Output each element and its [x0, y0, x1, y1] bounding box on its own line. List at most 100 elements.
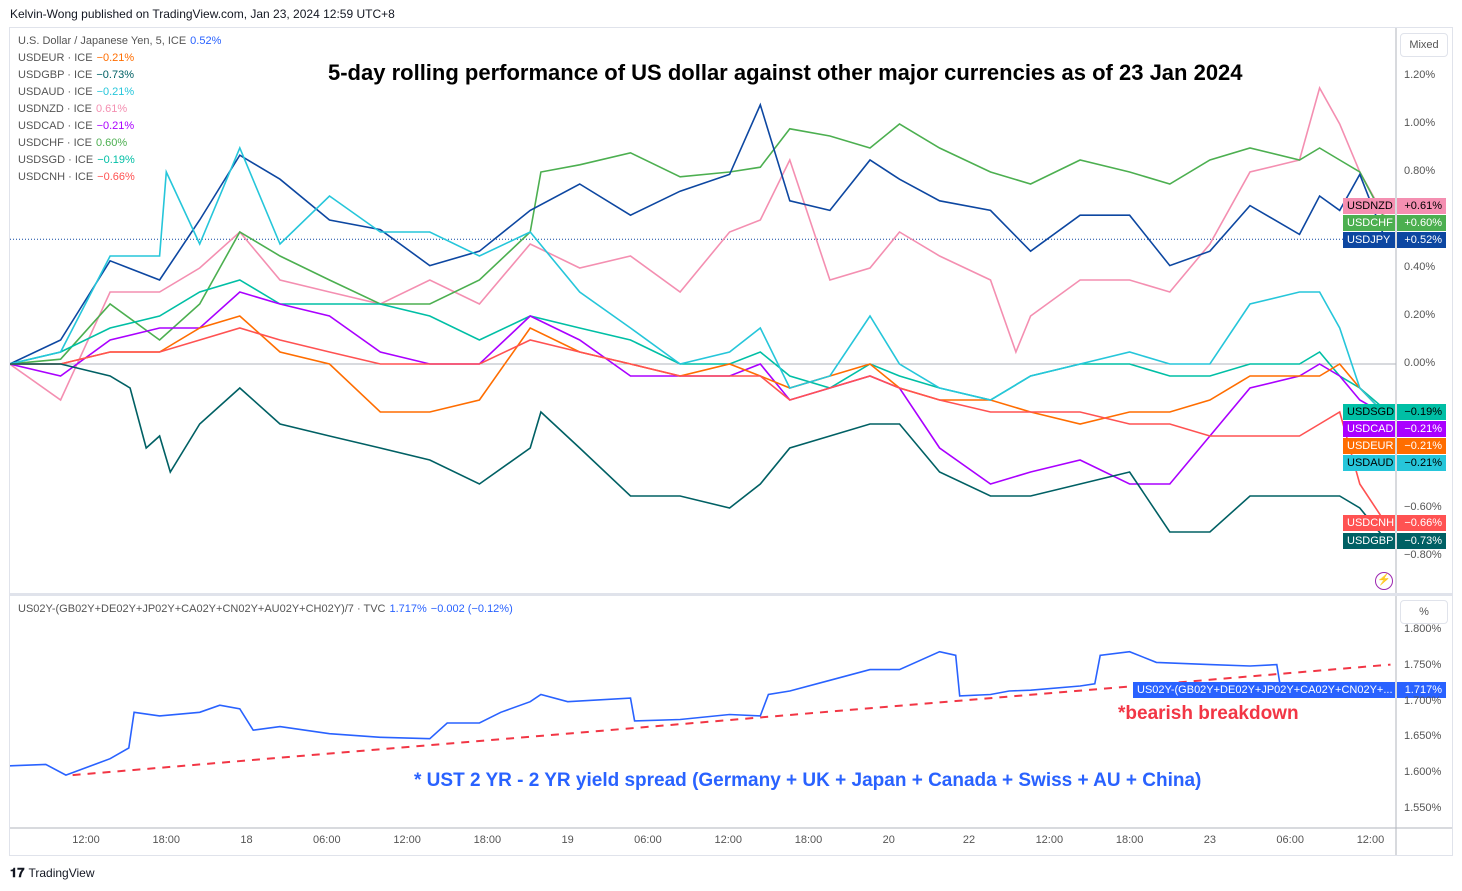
- series-name-badge: USDCAD: [1343, 421, 1395, 437]
- legend-item-value: −0.66%: [97, 171, 135, 183]
- lower-legend[interactable]: US02Y-(GB02Y+DE02Y+JP02Y+CA02Y+CN02Y+AU0…: [18, 603, 513, 615]
- legend-item-label: USDSGD · ICE: [18, 154, 94, 166]
- legend-item[interactable]: USDCAD · ICE −0.21%: [18, 120, 134, 132]
- y-tick-label: 1.800%: [1404, 623, 1442, 636]
- footer-brand: TradingView: [28, 866, 95, 880]
- chart-frame: [9, 27, 1453, 856]
- y-tick-label: −0.80%: [1404, 549, 1442, 561]
- legend-item-label: USDGBP · ICE: [18, 69, 93, 81]
- series-last-value-badge: +0.60%: [1397, 215, 1446, 231]
- series-line-usdjpy: [10, 102, 1386, 365]
- scale-mode-button[interactable]: Mixed: [1400, 33, 1448, 57]
- x-tick-label: 06:00: [313, 834, 341, 846]
- legend-item-label: USDCHF · ICE: [18, 137, 92, 149]
- series-name-badge: USDCHF: [1343, 215, 1395, 231]
- y-tick-label: −0.60%: [1404, 501, 1442, 513]
- y-tick-label: 1.00%: [1404, 117, 1436, 129]
- legend-item-value: −0.21%: [96, 52, 135, 64]
- legend-item-label: USDEUR · ICE: [18, 52, 93, 64]
- legend-item[interactable]: USDCHF · ICE 0.60%: [18, 137, 127, 149]
- series-line-usdaud: [10, 145, 1386, 415]
- x-tick-label: 12:00: [72, 834, 100, 846]
- series-name-badge: USDJPY: [1343, 232, 1395, 248]
- legend-item[interactable]: USDSGD · ICE −0.19%: [18, 154, 135, 166]
- legend-item[interactable]: USDGBP · ICE −0.73%: [18, 69, 134, 81]
- series-name-badge: USDEUR: [1343, 438, 1395, 454]
- series-last-value-badge: +0.52%: [1397, 232, 1446, 248]
- publisher-info: Kelvin-Wong published on TradingView.com…: [10, 7, 395, 21]
- series-last-value-badge: +0.61%: [1397, 198, 1446, 214]
- y-tick-label: 1.550%: [1404, 801, 1442, 814]
- legend-item-value: −0.19%: [97, 154, 135, 166]
- spread-description: * UST 2 YR - 2 YR yield spread (Germany …: [414, 770, 1202, 791]
- x-tick-label: 18:00: [1115, 834, 1144, 846]
- series-name-badge: USDNZD: [1343, 198, 1395, 214]
- x-tick-label: 20: [882, 834, 895, 846]
- series-name-badge: USDGBP: [1343, 533, 1395, 549]
- series-line-usdchf: [10, 123, 1386, 365]
- bearish-breakdown-annotation: *bearish breakdown: [1118, 703, 1299, 724]
- lower-legend-change: −0.002 (−0.12%): [430, 603, 513, 615]
- x-tick-label: 22: [962, 834, 976, 846]
- y-tick-label: 1.700%: [1404, 694, 1442, 707]
- series-name-badge: USDAUD: [1343, 455, 1395, 471]
- x-tick-label: 12:00: [1356, 834, 1385, 846]
- y-tick-label: 1.650%: [1404, 730, 1442, 743]
- series-last-value-badge: −0.21%: [1397, 421, 1446, 437]
- x-tick-label: 06:00: [634, 834, 662, 846]
- x-tick-label: 12:00: [1035, 834, 1064, 846]
- y-tick-label: 0.40%: [1404, 261, 1436, 273]
- x-tick-label: 06:00: [1276, 834, 1304, 846]
- series-last-value-badge: −0.21%: [1397, 438, 1446, 454]
- spread-last-value-badge: 1.717%: [1397, 682, 1446, 698]
- series-line-usdsgd: [10, 279, 1386, 411]
- x-tick-label: 12:00: [393, 834, 421, 846]
- footer: 𝟏𝟕 TradingView: [10, 865, 95, 881]
- legend-item[interactable]: USDAUD · ICE −0.21%: [18, 86, 134, 98]
- x-tick-label: 12:00: [714, 834, 742, 846]
- percent-scale-button[interactable]: %: [1400, 600, 1448, 624]
- legend-main-label: U.S. Dollar / Japanese Yen, 5, ICE: [18, 35, 187, 47]
- legend-item-label: USDCAD · ICE: [18, 120, 93, 132]
- series-line-usdnzd: [10, 85, 1386, 402]
- series-last-value-badge: −0.73%: [1397, 533, 1446, 549]
- series-last-value-badge: −0.21%: [1397, 455, 1446, 471]
- x-tick-label: 18:00: [473, 834, 502, 846]
- series-line-us02y-gb02y-de02y-jp02y-ca02y-cn02y-: [10, 650, 1386, 776]
- x-tick-label: 19: [561, 834, 574, 846]
- series-line-usdcnh: [10, 327, 1386, 523]
- legend-item-value: −0.21%: [96, 120, 135, 132]
- legend-item-label: USDCNH · ICE: [18, 171, 94, 183]
- tradingview-logo-icon: 𝟏𝟕: [10, 865, 25, 880]
- chart-title: 5-day rolling performance of US dollar a…: [328, 60, 1243, 85]
- legend-item-value: 0.60%: [95, 137, 128, 149]
- legend-item-value: −0.73%: [96, 69, 134, 81]
- legend-main[interactable]: U.S. Dollar / Japanese Yen, 5, ICE 0.52%: [18, 35, 221, 47]
- legend-item[interactable]: USDCNH · ICE −0.66%: [18, 171, 135, 183]
- legend-item-value: −0.21%: [96, 86, 135, 98]
- y-tick-label: 1.600%: [1404, 765, 1442, 778]
- legend-main-value: 0.52%: [190, 35, 222, 47]
- legend-item-label: USDNZD · ICE: [18, 103, 92, 115]
- y-tick-label: 0.00%: [1404, 357, 1436, 369]
- lightning-icon[interactable]: ⚡: [1375, 572, 1393, 590]
- legend-item-value: 0.61%: [95, 103, 128, 115]
- series-line-usdgbp: [10, 363, 1386, 540]
- legend-item[interactable]: USDEUR · ICE −0.21%: [18, 52, 134, 64]
- series-line-usdeur: [10, 315, 1386, 425]
- series-last-value-badge: −0.66%: [1397, 515, 1446, 531]
- y-tick-label: 1.20%: [1404, 69, 1436, 81]
- series-name-badge: USDSGD: [1343, 404, 1395, 420]
- x-tick-label: 18: [240, 834, 253, 846]
- legend-item[interactable]: USDNZD · ICE 0.61%: [18, 103, 127, 115]
- x-tick-label: 18:00: [794, 834, 823, 846]
- series-line-usdcad: [10, 291, 1386, 485]
- spread-name-badge: US02Y-(GB02Y+DE02Y+JP02Y+CA02Y+CN02Y+...: [1133, 682, 1395, 698]
- y-tick-label: 0.80%: [1404, 165, 1436, 177]
- series-name-badge: USDCNH: [1343, 515, 1395, 531]
- lower-legend-value: 1.717%: [389, 603, 427, 615]
- series-last-value-badge: −0.19%: [1397, 404, 1446, 420]
- lower-legend-label: US02Y-(GB02Y+DE02Y+JP02Y+CA02Y+CN02Y+AU0…: [18, 603, 386, 615]
- y-tick-label: 1.750%: [1404, 659, 1442, 671]
